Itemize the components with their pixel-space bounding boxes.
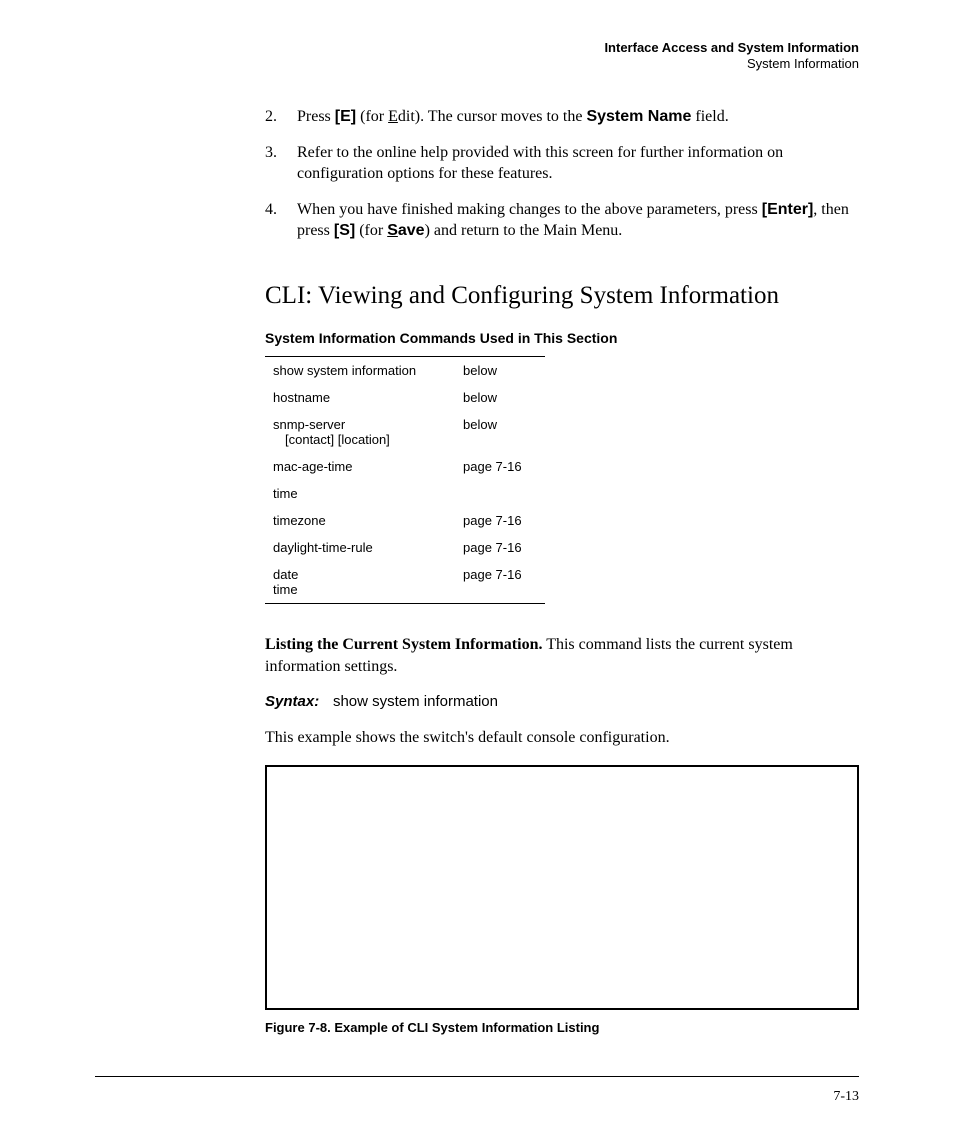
cmd-cell: timezone (265, 507, 455, 534)
cmd-cell: show system information (265, 356, 455, 384)
key-label: [S] (334, 222, 355, 239)
syntax-label: Syntax: (265, 693, 319, 710)
table-row: show system information below (265, 356, 545, 384)
ref-cell: page 7-16 (455, 534, 545, 561)
page-footer: 7-13 (95, 1076, 859, 1105)
ref-cell: below (455, 384, 545, 411)
figure-box (265, 765, 859, 1010)
header-title: Interface Access and System Information (95, 40, 859, 55)
ref-cell: page 7-16 (455, 561, 545, 604)
commands-table: show system information below hostname b… (265, 356, 545, 604)
ref-cell: page 7-16 (455, 453, 545, 480)
cmd-cell: date time (265, 561, 455, 604)
table-row: snmp-server [contact] [location] below (265, 411, 545, 453)
header-subtitle: System Information (95, 56, 859, 71)
step-number: 2. (265, 106, 297, 128)
cmd-cell: daylight-time-rule (265, 534, 455, 561)
ref-cell: page 7-16 (455, 507, 545, 534)
syntax-command: show system information (333, 693, 498, 710)
content-body: 2. Press [E] (for Edit). The cursor move… (265, 106, 859, 1035)
step-number: 4. (265, 199, 297, 242)
ref-cell: below (455, 411, 545, 453)
table-row: hostname below (265, 384, 545, 411)
figure-caption: Figure 7-8. Example of CLI System Inform… (265, 1020, 859, 1035)
example-text: This example shows the switch's default … (265, 727, 859, 749)
listing-paragraph: Listing the Current System Information. … (265, 634, 859, 677)
table-row: daylight-time-rule page 7-16 (265, 534, 545, 561)
section-heading: CLI: Viewing and Configuring System Info… (265, 282, 859, 310)
table-row: time (265, 480, 545, 507)
cmd-cell: hostname (265, 384, 455, 411)
ref-cell (455, 480, 545, 507)
table-row: mac-age-time page 7-16 (265, 453, 545, 480)
step-text: Press [E] (for Edit). The cursor moves t… (297, 106, 859, 128)
listing-lead: Listing the Current System Information. (265, 636, 542, 653)
table-row: date time page 7-16 (265, 561, 545, 604)
cmd-cell: mac-age-time (265, 453, 455, 480)
page-number: 7-13 (833, 1089, 859, 1104)
step-text: When you have finished making changes to… (297, 199, 859, 242)
table-row: timezone page 7-16 (265, 507, 545, 534)
ref-cell: below (455, 356, 545, 384)
step-3: 3. Refer to the online help provided wit… (265, 142, 859, 185)
key-label: [E] (335, 108, 356, 125)
cmd-cell: snmp-server [contact] [location] (265, 411, 455, 453)
page-header: Interface Access and System Information … (95, 40, 859, 71)
step-2: 2. Press [E] (for Edit). The cursor move… (265, 106, 859, 128)
step-4: 4. When you have finished making changes… (265, 199, 859, 242)
subsection-heading: System Information Commands Used in This… (265, 330, 859, 346)
cmd-cell: time (265, 480, 455, 507)
step-text: Refer to the online help provided with t… (297, 142, 859, 185)
syntax-line: Syntax: show system information (265, 693, 859, 711)
step-number: 3. (265, 142, 297, 185)
key-label: [Enter] (762, 201, 814, 218)
